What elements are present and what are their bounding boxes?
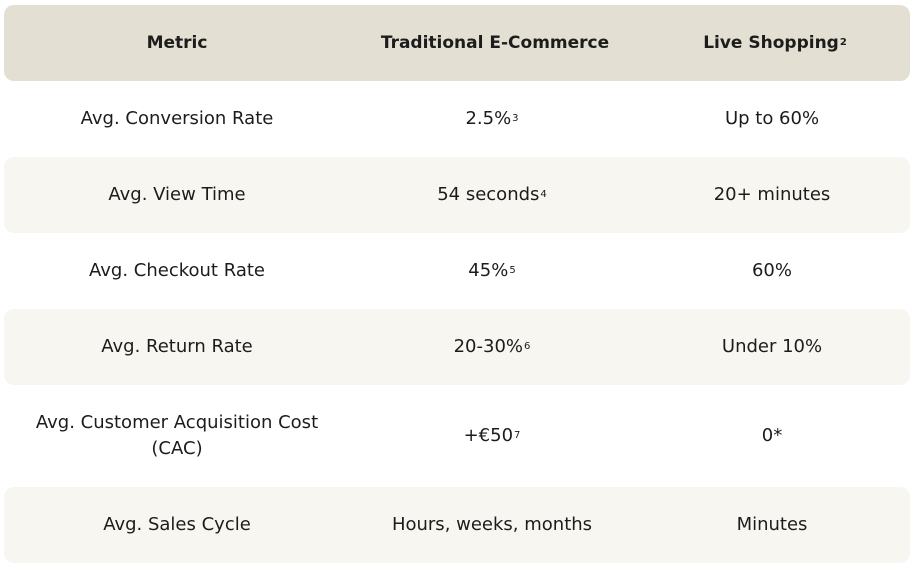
live-cell: 60%: [634, 233, 910, 309]
metric-label: Avg. Return Rate: [101, 336, 253, 357]
traditional-value: Hours, weeks, months: [391, 514, 593, 535]
metric-label: Avg. Sales Cycle: [103, 514, 251, 535]
table-row: Avg. Return Rate 20-30% 6 Under 10%: [4, 309, 910, 385]
header-traditional-label: Traditional E-Commerce: [380, 33, 610, 53]
live-value: 60%: [751, 260, 792, 281]
traditional-value: 20-30%: [453, 336, 524, 357]
traditional-value: +€50: [463, 425, 514, 446]
live-cell: Under 10%: [634, 309, 910, 385]
live-value: 0*: [761, 425, 783, 446]
traditional-value: 45%: [468, 260, 509, 281]
traditional-value: 2.5%: [465, 108, 512, 129]
live-cell: Minutes: [634, 487, 910, 563]
live-value: 20+ minutes: [713, 184, 831, 205]
metric-cell: Avg. Customer Acquisition Cost (CAC): [4, 385, 350, 487]
metric-label: Avg. View Time: [108, 184, 246, 205]
header-live-label: Live Shopping: [703, 33, 839, 53]
metric-label: Avg. Customer Acquisition Cost (CAC): [35, 412, 319, 459]
metric-cell: Avg. Checkout Rate: [4, 233, 350, 309]
traditional-cell: 2.5% 3: [350, 81, 634, 157]
live-cell: 0*: [634, 385, 910, 487]
live-value: Minutes: [736, 514, 808, 535]
live-value: Up to 60%: [724, 108, 820, 129]
live-value: Under 10%: [721, 336, 823, 357]
header-metric-label: Metric: [146, 33, 208, 53]
traditional-cell: 20-30% 6: [350, 309, 634, 385]
traditional-value: 54 seconds: [437, 184, 540, 205]
table-row: Avg. Checkout Rate 45% 5 60%: [4, 233, 910, 309]
metric-label: Avg. Conversion Rate: [80, 108, 274, 129]
header-live: Live Shopping 2: [640, 5, 910, 81]
live-cell: 20+ minutes: [634, 157, 910, 233]
traditional-cell: Hours, weeks, months: [350, 487, 634, 563]
metric-cell: Avg. Conversion Rate: [4, 81, 350, 157]
traditional-cell: +€50 7: [350, 385, 634, 487]
metric-cell: Avg. Return Rate: [4, 309, 350, 385]
table-header-row: Metric Traditional E-Commerce Live Shopp…: [4, 5, 910, 81]
live-cell: Up to 60%: [634, 81, 910, 157]
traditional-cell: 54 seconds 4: [350, 157, 634, 233]
header-metric: Metric: [4, 5, 350, 81]
metric-label: Avg. Checkout Rate: [89, 260, 265, 281]
table-row: Avg. Customer Acquisition Cost (CAC) +€5…: [4, 385, 910, 487]
header-traditional: Traditional E-Commerce: [350, 5, 640, 81]
table-row: Avg. Sales Cycle Hours, weeks, months Mi…: [4, 487, 910, 563]
metric-cell: Avg. Sales Cycle: [4, 487, 350, 563]
table-row: Avg. View Time 54 seconds 4 20+ minutes: [4, 157, 910, 233]
traditional-cell: 45% 5: [350, 233, 634, 309]
table-row: Avg. Conversion Rate 2.5% 3 Up to 60%: [4, 81, 910, 157]
metric-cell: Avg. View Time: [4, 157, 350, 233]
